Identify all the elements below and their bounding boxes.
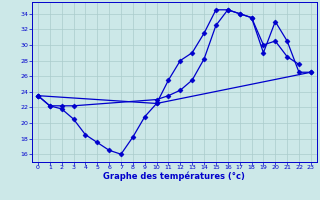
X-axis label: Graphe des températures (°c): Graphe des températures (°c) bbox=[103, 172, 245, 181]
